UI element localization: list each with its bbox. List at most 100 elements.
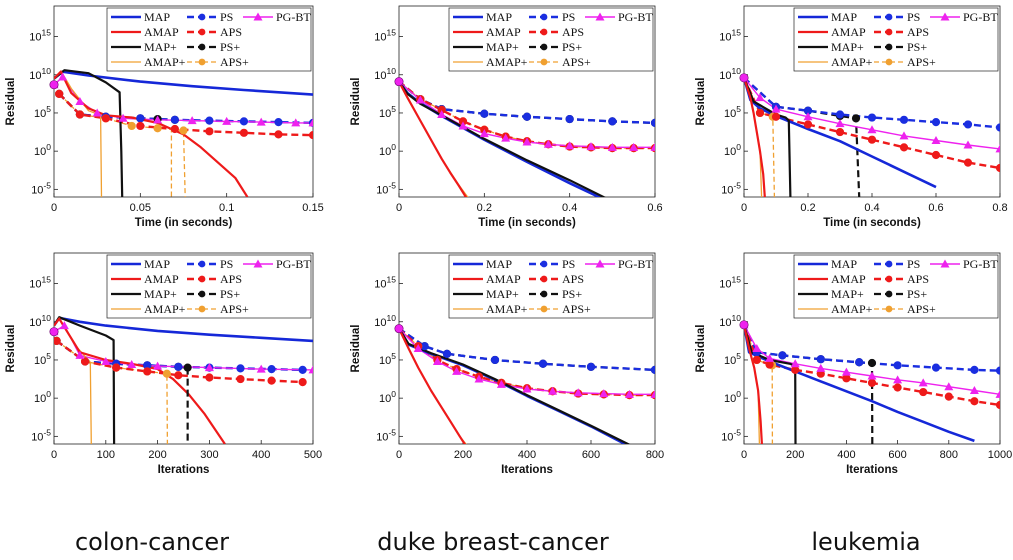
legend-label: APS	[907, 25, 929, 39]
legend-label: APS	[907, 272, 929, 286]
x-tick-label: 1000	[988, 449, 1012, 461]
y-tick-label: 105	[34, 104, 51, 120]
plot-series-group	[744, 320, 1000, 444]
y-tick-label: 1010	[719, 313, 741, 329]
legend-label: APS	[562, 272, 584, 286]
legend-label: MAP+	[486, 287, 519, 301]
y-axis-label: Residual	[695, 325, 707, 373]
series-amap-line	[54, 70, 249, 197]
y-tick-label: 105	[724, 104, 741, 120]
y-tick-label: 1010	[29, 313, 51, 329]
legend-label: PG-BT	[618, 257, 653, 271]
legend-label: MAP+	[831, 287, 864, 301]
legend-label: PS	[562, 10, 575, 24]
x-tick-label: 0.2	[800, 202, 815, 214]
y-tick-label: 105	[724, 351, 741, 367]
data-point-ps	[522, 112, 532, 121]
data-point-ps	[855, 358, 864, 367]
data-point-ps	[267, 365, 276, 374]
data-point-aps	[995, 400, 1000, 410]
data-point-pg-bt	[92, 108, 102, 117]
x-axis-label: Iterations	[158, 464, 210, 476]
x-tick-label: 200	[148, 449, 166, 461]
data-point-pg-bt	[790, 359, 800, 368]
legend-label: AMAP	[144, 272, 179, 286]
data-point-pg-bt	[153, 115, 163, 124]
x-tick-label: 300	[200, 449, 218, 461]
data-point-ps	[136, 114, 145, 123]
legend-label: MAP	[144, 10, 170, 24]
data-point-ps-plus	[851, 114, 861, 123]
data-point-aps	[236, 374, 245, 384]
legend-label: PS+	[562, 40, 582, 54]
y-tick-label: 1010	[374, 313, 396, 329]
legend-label: AMAP+	[486, 302, 528, 316]
data-point-pg-bt	[944, 382, 954, 391]
data-point-pg-bt	[599, 389, 609, 398]
legend-box	[793, 7, 999, 72]
caption-colon-cancer: colon-cancer	[74, 528, 230, 556]
data-point-aps	[205, 373, 214, 382]
data-point-ps	[778, 351, 787, 360]
data-point-ps	[995, 366, 1000, 375]
legend-label: APS+	[562, 302, 591, 316]
x-tick-label: 800	[646, 449, 664, 461]
x-tick-label: 0	[51, 449, 57, 461]
data-point-pg-bt	[501, 133, 511, 142]
legend-label: PS+	[907, 40, 927, 54]
y-tick-label: 10-5	[31, 427, 51, 443]
x-tick-label: 0.1	[219, 202, 234, 214]
x-tick-label: 0	[741, 449, 747, 461]
legend-label: PS+	[907, 287, 927, 301]
data-point-pg-bt	[755, 93, 765, 102]
data-point-aps	[899, 143, 909, 152]
data-point-aps	[755, 108, 765, 118]
legend-box	[793, 254, 999, 319]
data-point-aps-plus	[162, 369, 172, 378]
data-point-ps	[835, 110, 845, 119]
data-point-aps	[267, 376, 276, 385]
legend-label: PG-BT	[276, 257, 311, 271]
legend-label: MAP+	[144, 287, 177, 301]
legend-marker	[540, 58, 548, 66]
data-point-aps	[963, 158, 973, 167]
y-tick-label: 1015	[719, 28, 741, 44]
data-point-aps	[970, 397, 979, 406]
data-point-pg-bt	[963, 140, 973, 149]
legend-marker	[198, 58, 206, 66]
data-point-aps-plus	[127, 121, 136, 131]
data-point-aps	[55, 89, 64, 98]
legend-label: APS+	[907, 302, 936, 316]
data-point-ps	[931, 363, 941, 372]
x-tick-label: 500	[304, 449, 322, 461]
legend-label: PS+	[562, 287, 582, 301]
x-tick-label: 800	[940, 449, 958, 461]
data-point-ps	[274, 118, 283, 127]
legend-marker	[595, 259, 605, 268]
legend-label: MAP	[831, 257, 857, 271]
data-point-aps	[995, 163, 1000, 173]
legend-marker	[198, 260, 206, 268]
y-tick-label: 10-5	[376, 427, 396, 443]
series-amap-line	[399, 328, 467, 444]
data-point-ps	[970, 365, 979, 374]
legend-label: AMAP	[486, 25, 521, 39]
series-pg-bt-line	[744, 324, 1000, 395]
series-map-line	[744, 324, 975, 443]
data-point-pg-bt	[496, 379, 506, 388]
legend-marker	[540, 305, 548, 313]
data-point-pg-bt	[995, 389, 1000, 398]
legend-marker	[198, 305, 206, 313]
data-point-ps	[239, 117, 249, 126]
chart-panel-6: 10-5 100 105 1010 1015 0 200 400 600 800 1000 Itera…	[695, 252, 1012, 476]
x-tick-label: 0.8	[992, 202, 1007, 214]
data-point-pg-bt	[893, 375, 903, 384]
legend-marker	[253, 259, 263, 268]
legend: MAP PS PG-BT AMAP APS MAP+ PS+ AMAP+ APS+	[793, 254, 999, 319]
data-point-aps-plus	[153, 124, 162, 133]
y-tick-label: 105	[34, 351, 51, 367]
legend-marker	[540, 13, 548, 21]
x-tick-label: 200	[786, 449, 804, 461]
data-point-ps	[931, 118, 941, 127]
legend-label: PS	[907, 257, 920, 271]
